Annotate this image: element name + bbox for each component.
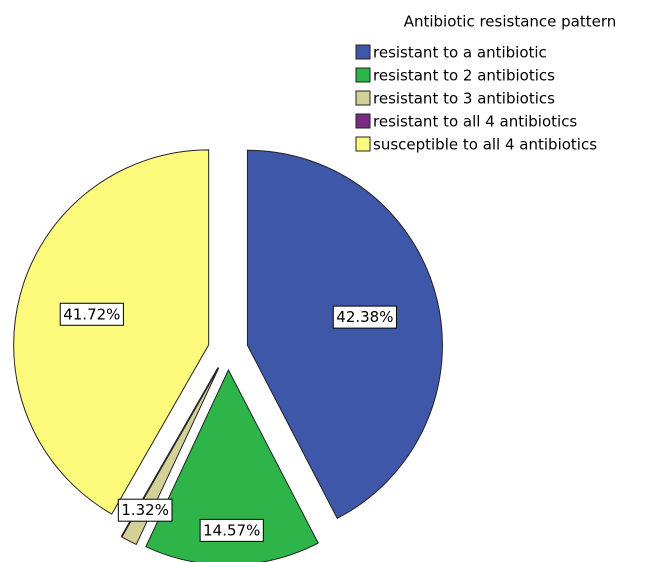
- data-label-box: [59, 302, 124, 326]
- legend-title: Antibiotic resistance pattern: [404, 13, 617, 31]
- legend-label: resistant to a antibiotic: [373, 44, 547, 62]
- legend-swatch: [355, 44, 371, 60]
- data-label: 42.38%: [332, 305, 397, 329]
- legend-swatch: [355, 113, 371, 129]
- legend-label: susceptible to all 4 antibiotics: [373, 136, 597, 154]
- legend-label: resistant to all 4 antibiotics: [373, 113, 577, 131]
- legend-label: resistant to 3 antibiotics: [373, 90, 555, 108]
- legend-swatch: [355, 136, 371, 152]
- data-label: 41.72%: [59, 302, 124, 326]
- data-label-box: [117, 498, 173, 522]
- pie-slice: [13, 149, 210, 515]
- data-label-text: 1.32%: [121, 501, 169, 519]
- pie-slice: [145, 368, 319, 562]
- data-label-box: [199, 518, 264, 542]
- pie-slice: [246, 149, 443, 520]
- data-label-box: [332, 305, 397, 329]
- legend-swatch: [355, 90, 371, 106]
- legend-label: resistant to 2 antibiotics: [373, 67, 555, 85]
- data-label: 14.57%: [199, 518, 264, 542]
- legend-swatch: [355, 67, 371, 83]
- data-label-text: 42.38%: [336, 308, 393, 326]
- data-label-text: 14.57%: [203, 521, 260, 539]
- data-label: 1.32%: [117, 498, 173, 522]
- data-label-text: 41.72%: [63, 305, 120, 323]
